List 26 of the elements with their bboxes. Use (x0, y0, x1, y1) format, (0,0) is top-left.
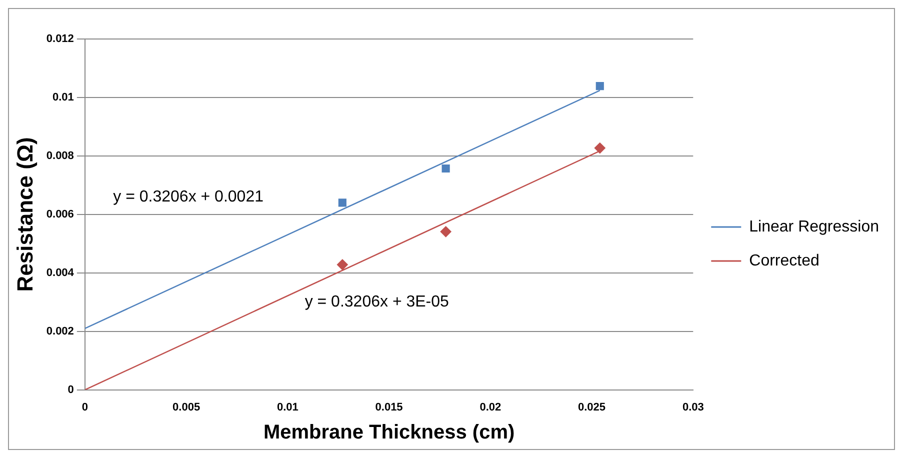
y-tick-label: 0.008 (46, 150, 74, 162)
y-tick-label: 0.006 (46, 208, 74, 220)
x-tick-label: 0.015 (375, 401, 403, 414)
x-tick-label: 0.025 (578, 401, 606, 414)
x-tick-label: 0.03 (682, 401, 704, 414)
y-tick-label: 0.002 (46, 325, 74, 338)
x-tick-label: 0 (82, 401, 88, 414)
y-axis-title: Resistance (Ω) (12, 137, 38, 292)
point (440, 226, 452, 238)
point (596, 82, 604, 90)
annotation: y = 0.3206x + 3E-05 (304, 294, 450, 311)
point (338, 198, 346, 207)
y-tick-label: 0.004 (46, 266, 75, 279)
point (336, 259, 348, 270)
x-axis-title: Membrane Thickness (cm) (263, 422, 515, 444)
x-tick-label: 0.01 (276, 401, 298, 414)
y-tick-label: 0.012 (46, 33, 74, 46)
point (594, 142, 606, 154)
y-tick-label: 0 (68, 384, 74, 396)
legend-label: Linear Regression (749, 218, 880, 236)
y-tick-label: 0.01 (52, 92, 74, 104)
point (442, 164, 450, 173)
legend-label: Corrected (749, 252, 820, 270)
annotation: y = 0.3206x + 0.0021 (113, 188, 264, 206)
x-tick-label: 0.02 (480, 401, 502, 414)
x-tick-label: 0.005 (172, 401, 200, 414)
